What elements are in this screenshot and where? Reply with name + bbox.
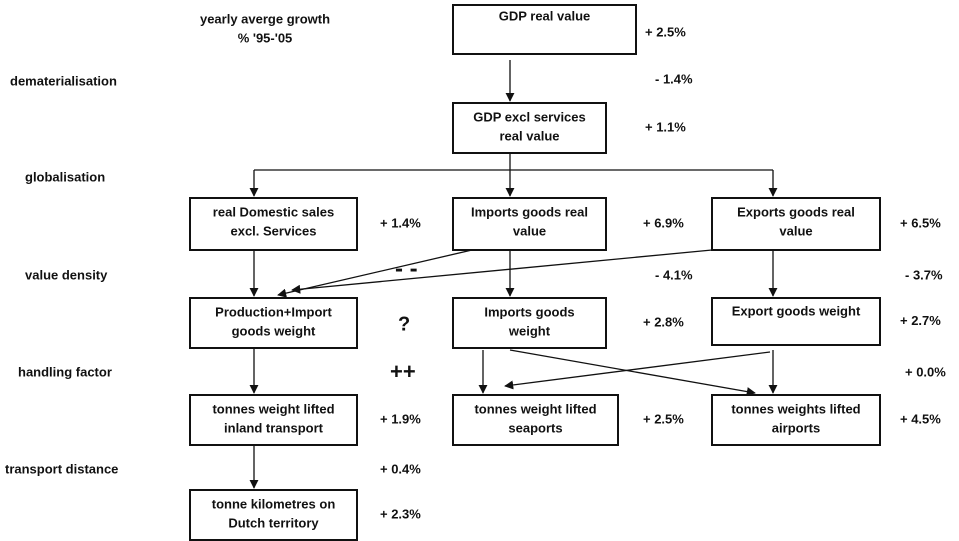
arrow [509, 349, 756, 397]
node-growth: + 2.8% [643, 314, 684, 329]
node-label: tonnes weight lifted [212, 401, 334, 416]
node-growth: + 4.5% [900, 411, 941, 426]
node-label: Dutch territory [228, 515, 319, 530]
node-label: Production+Import [215, 304, 332, 319]
node-label: value [513, 223, 546, 238]
symbol: ? [398, 313, 410, 335]
factor-label: value density [25, 267, 108, 282]
node-label: excl. Services [230, 223, 316, 238]
node-label: Export goods weight [732, 303, 861, 318]
node-growth: + 2.5% [645, 24, 686, 39]
header-text: % '95-'05 [238, 30, 293, 45]
node-box [452, 197, 607, 251]
node-box [189, 489, 358, 541]
node-label: tonnes weight lifted [474, 401, 596, 416]
factor-change: + 0.0% [905, 364, 946, 379]
node-box [711, 394, 881, 446]
factor-change: - 4.1% [655, 267, 693, 282]
symbol: - - [395, 255, 418, 282]
node-growth: + 6.9% [643, 215, 684, 230]
node-box [452, 394, 619, 446]
node-growth: + 1.4% [380, 215, 421, 230]
node-label: inland transport [224, 420, 324, 435]
node-box [189, 297, 358, 349]
node-label: GDP real value [499, 8, 591, 23]
node-label: GDP excl services [473, 109, 586, 124]
node-growth: + 2.5% [643, 411, 684, 426]
node-label: Imports goods [484, 304, 574, 319]
factor-label: handling factor [18, 364, 112, 379]
node-box [452, 102, 607, 154]
factor-label: transport distance [5, 461, 118, 476]
node-label: weight [508, 323, 551, 338]
factor-change: - 3.7% [905, 267, 943, 282]
header-text: yearly averge growth [200, 11, 330, 26]
node-label: real value [500, 128, 560, 143]
node-growth: + 6.5% [900, 215, 941, 230]
node-growth: + 2.7% [900, 313, 941, 328]
node-label: Exports goods real [737, 204, 855, 219]
node-box [189, 197, 358, 251]
node-label: real Domestic sales [213, 204, 334, 219]
arrow [504, 351, 771, 390]
node-label: airports [772, 420, 820, 435]
node-label: seaports [508, 420, 562, 435]
node-label: tonnes weights lifted [731, 401, 860, 416]
symbol: ++ [390, 359, 416, 384]
node-label: value [779, 223, 812, 238]
factor-label: dematerialisation [10, 73, 117, 88]
arrows [249, 60, 778, 489]
node-label: tonne kilometres on [212, 496, 336, 511]
node-box [711, 197, 881, 251]
node-box [452, 4, 637, 55]
node-growth: + 2.3% [380, 506, 421, 521]
node-growth: + 1.1% [645, 119, 686, 134]
arrow [277, 249, 473, 298]
node-box [452, 297, 607, 349]
node-label: Imports goods real [471, 204, 588, 219]
node-box [189, 394, 358, 446]
factor-change: - 1.4% [655, 71, 693, 86]
node-label: goods weight [232, 323, 316, 338]
arrow [291, 249, 713, 294]
node-growth: + 1.9% [380, 411, 421, 426]
factor-label: globalisation [25, 169, 105, 184]
node-box [711, 297, 881, 346]
factor-change: + 0.4% [380, 461, 421, 476]
